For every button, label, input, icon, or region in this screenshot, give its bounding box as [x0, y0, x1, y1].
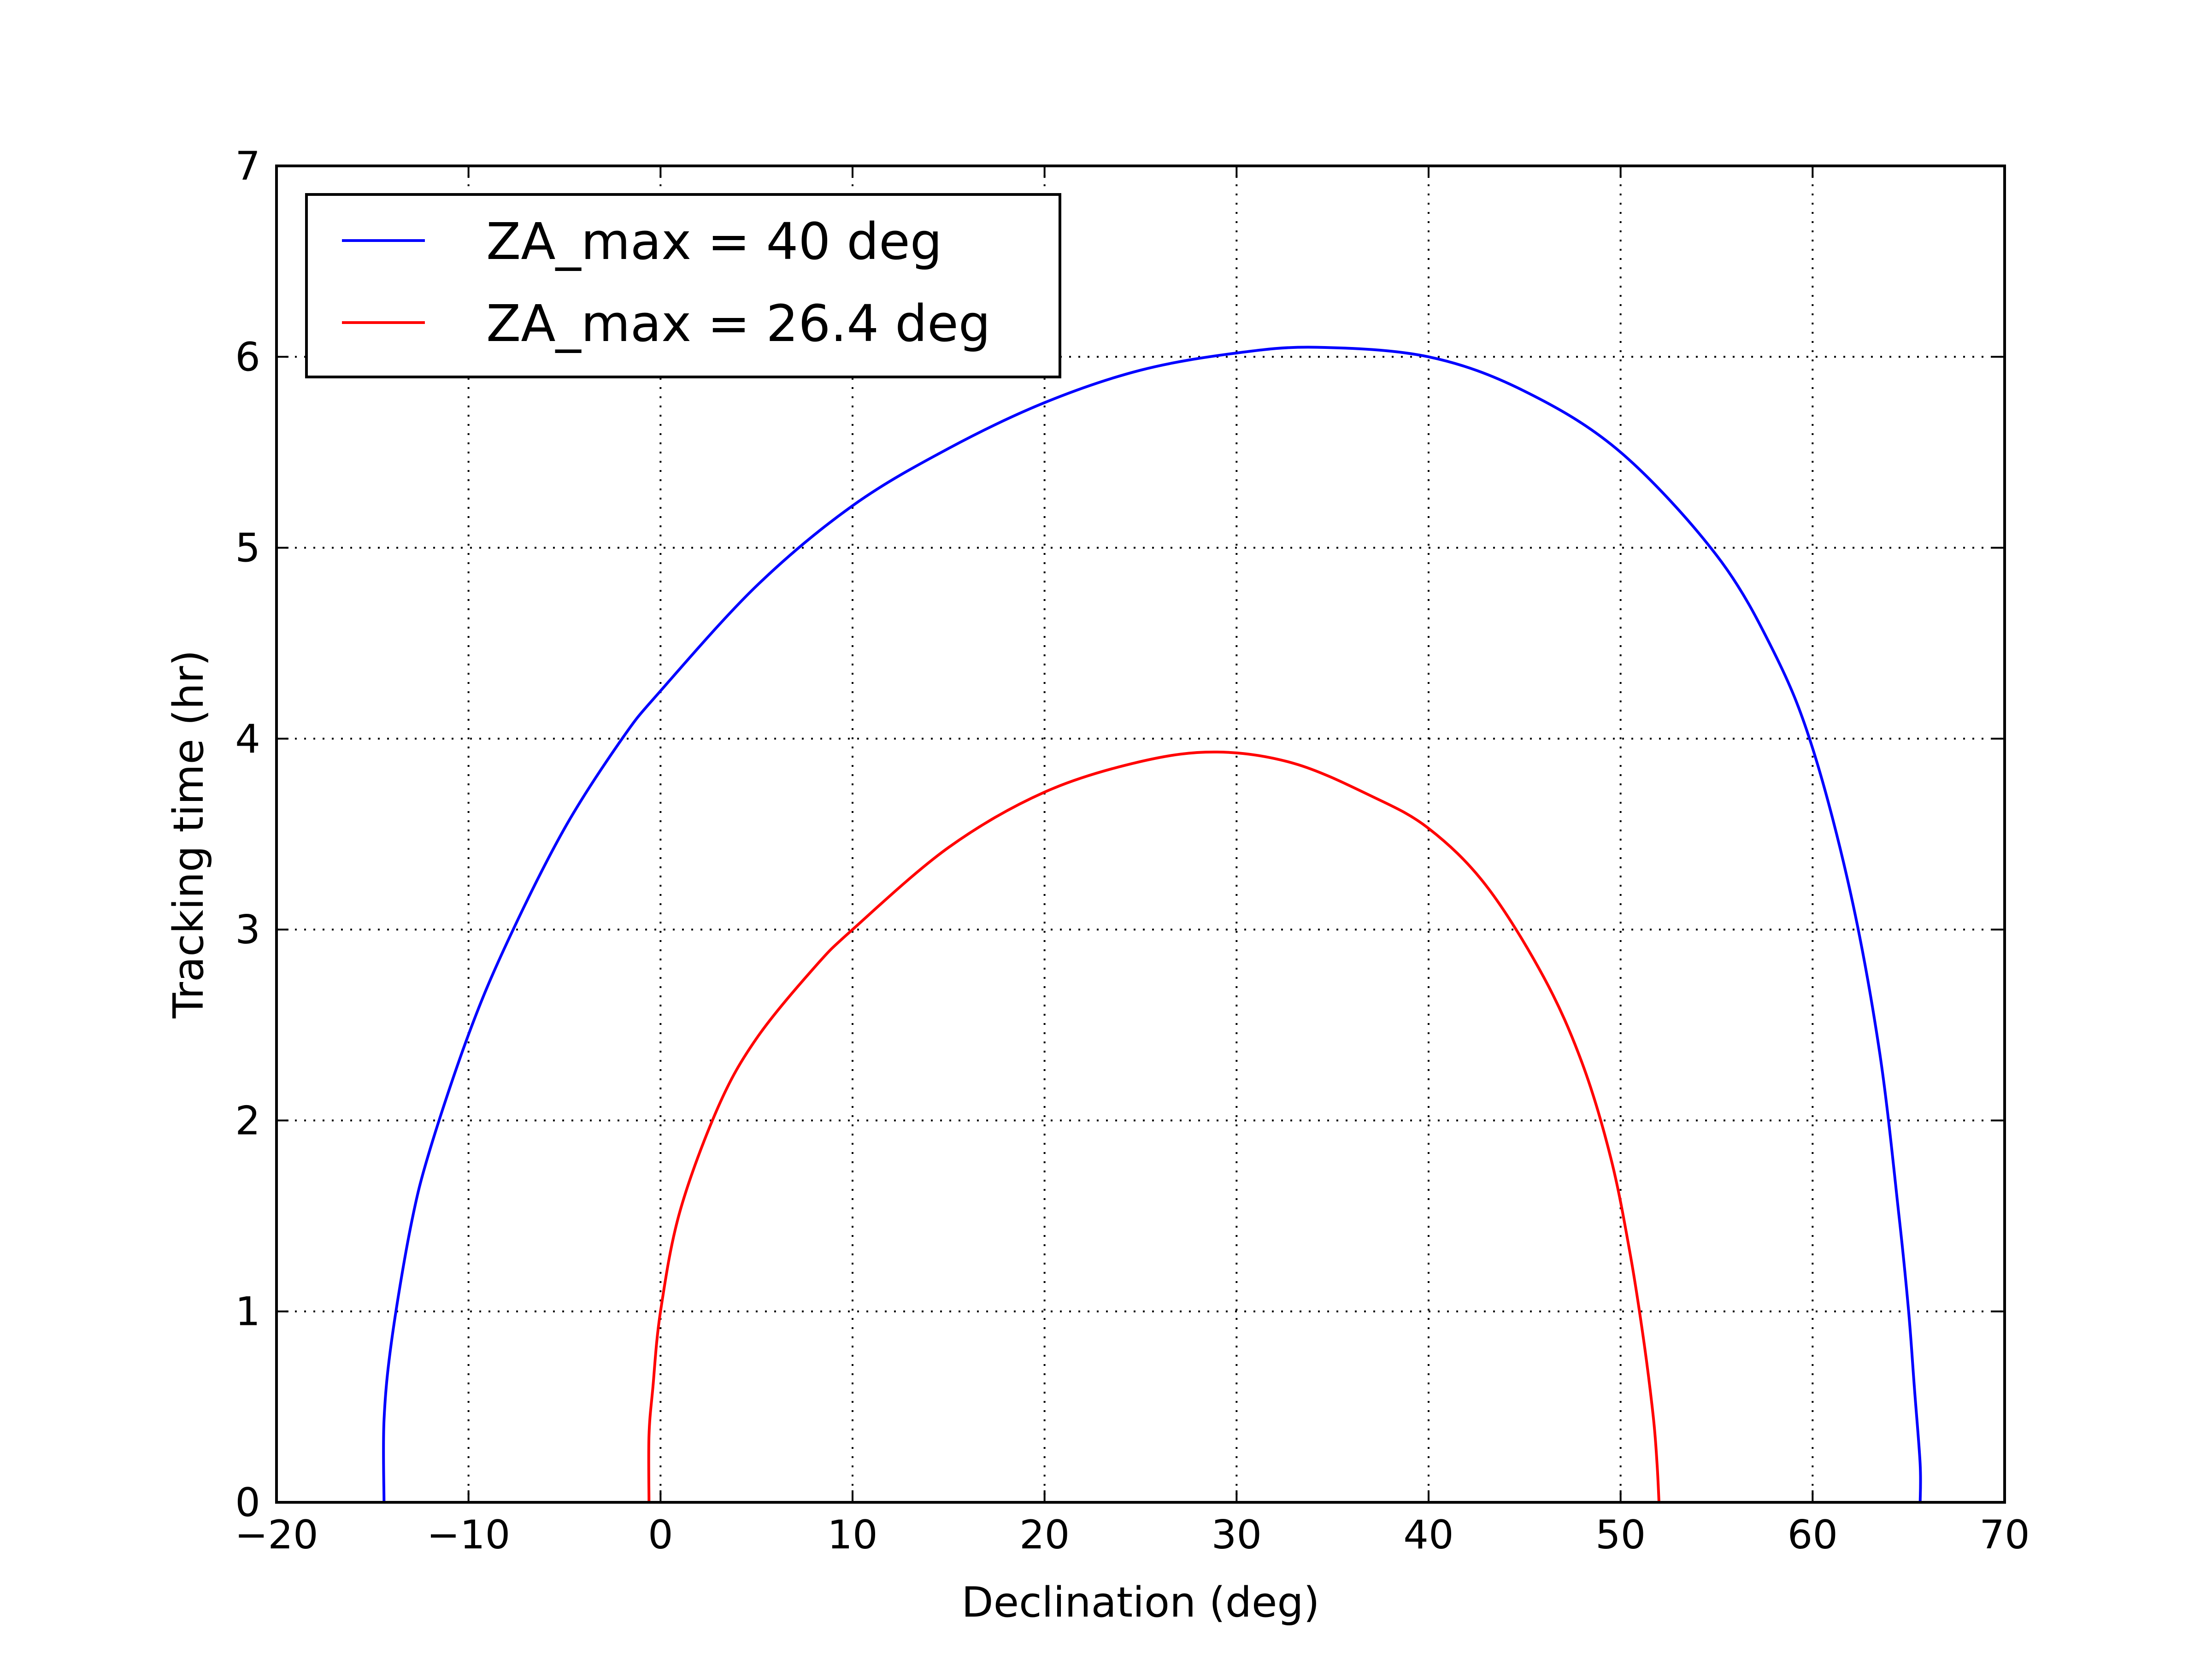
y-tick-label: 2 [235, 1098, 260, 1144]
x-tick-label: −10 [427, 1512, 511, 1558]
series-line-1 [382, 346, 1922, 1503]
plot-area-frame [275, 165, 2006, 1504]
legend-box [305, 193, 1061, 378]
y-tick-label: 0 [235, 1480, 260, 1526]
y-tick-label: 3 [235, 907, 260, 953]
legend-label-series-2: ZA_max = 26.4 deg [486, 294, 991, 353]
y-axis-label: Tracking time (hr) [165, 650, 213, 1019]
x-axis-tick-labels: −20 −10 0 10 20 30 40 50 60 70 [235, 1512, 2030, 1558]
x-tick-label: 0 [648, 1512, 673, 1558]
x-tick-label: 50 [1595, 1512, 1646, 1558]
legend-label-series-1: ZA_max = 40 deg [486, 212, 942, 271]
x-axis-label: Declination (deg) [961, 1578, 1319, 1627]
x-tick-label: −20 [235, 1512, 318, 1558]
series-lines [382, 346, 1922, 1503]
x-tick-label: 30 [1212, 1512, 1262, 1558]
x-tick-label: 70 [1979, 1512, 2030, 1558]
axis-ticks [276, 165, 2006, 1503]
y-tick-label: 4 [235, 716, 260, 762]
y-tick-label: 6 [235, 334, 260, 380]
x-tick-label: 40 [1403, 1512, 1453, 1558]
legend: ZA_max = 40 deg ZA_max = 26.4 deg [305, 193, 1061, 378]
y-tick-label: 1 [235, 1289, 260, 1335]
x-tick-label: 60 [1788, 1512, 1838, 1558]
y-axis-tick-labels: 0 1 2 3 4 5 6 7 [235, 143, 260, 1526]
y-tick-label: 5 [235, 525, 260, 571]
y-tick-label: 7 [235, 143, 260, 189]
x-tick-label: 20 [1019, 1512, 1070, 1558]
series-line-2 [647, 750, 1660, 1503]
grid [276, 166, 2005, 1502]
x-tick-label: 10 [827, 1512, 877, 1558]
